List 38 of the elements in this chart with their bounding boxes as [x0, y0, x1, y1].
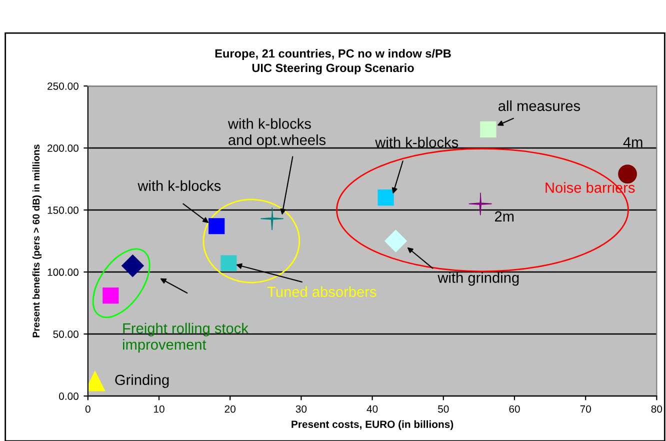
point — [480, 121, 496, 138]
x-tick-label: 10 — [154, 405, 164, 413]
point — [378, 190, 394, 206]
x-tick-label: 30 — [296, 405, 307, 413]
point — [384, 230, 407, 252]
y-tick-label: 250.00 — [48, 82, 78, 90]
annotation: all measures — [498, 100, 580, 112]
annotation: with k-blocks — [138, 180, 221, 191]
x-tick-label: 0 — [85, 405, 90, 413]
y-tick-label: 150.00 — [48, 206, 78, 214]
y-tick-label: 100.00 — [48, 268, 78, 276]
annotation: with k-blocks and opt.wheels — [228, 118, 326, 148]
point — [220, 255, 237, 272]
point — [208, 218, 225, 234]
annotation: Grinding — [115, 374, 169, 388]
x-tick-label: 80 — [651, 405, 662, 413]
point — [102, 288, 119, 304]
chart-title: Europe, 21 countries, PC no w indow s/PB UIC Steering Group Scenario — [215, 49, 451, 74]
x-tick-label: 40 — [366, 405, 378, 413]
y-tick-label: 50.00 — [53, 330, 78, 338]
annotation: Tuned absorbers — [267, 286, 376, 298]
y-tick-label: 0.00 — [59, 392, 78, 400]
point — [260, 207, 284, 230]
x-tick-label: 60 — [509, 405, 520, 413]
x-tick-label: 70 — [580, 405, 591, 413]
x-tick-label: 50 — [438, 405, 449, 413]
point — [121, 254, 144, 278]
annotation: 2m — [494, 211, 514, 222]
point — [468, 192, 492, 216]
y-axis-title: Present benefits (pers > 60 dB) in millions — [32, 144, 42, 338]
annotation: 4m — [623, 137, 642, 148]
x-tick-label: 20 — [224, 405, 236, 413]
annotation: with grinding — [438, 272, 519, 286]
y-tick-label: 200.00 — [48, 144, 78, 152]
x-axis-title: Present costs, EURO (in billions) — [292, 420, 454, 430]
annotation: with k-blocks — [375, 136, 458, 148]
point — [618, 164, 637, 184]
annotation: Freight rolling stock improvement — [123, 322, 248, 353]
